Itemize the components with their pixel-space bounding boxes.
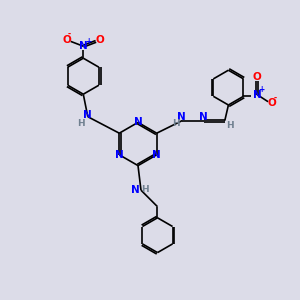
Text: N: N xyxy=(200,112,208,122)
Text: +: + xyxy=(85,37,92,46)
Text: N: N xyxy=(177,112,186,122)
Text: H: H xyxy=(226,122,234,130)
Text: N: N xyxy=(83,110,92,121)
Text: H: H xyxy=(141,185,148,194)
Text: O: O xyxy=(268,98,276,109)
Text: O: O xyxy=(253,72,261,82)
Text: N: N xyxy=(115,150,124,160)
Text: -: - xyxy=(273,94,277,103)
Text: N: N xyxy=(79,41,88,51)
Text: N: N xyxy=(253,89,261,100)
Text: +: + xyxy=(258,85,265,94)
Text: H: H xyxy=(77,119,85,128)
Text: H: H xyxy=(172,119,180,128)
Text: O: O xyxy=(62,35,71,45)
Text: -: - xyxy=(67,30,70,39)
Text: N: N xyxy=(130,184,140,195)
Text: N: N xyxy=(152,150,161,160)
Text: N: N xyxy=(134,117,142,128)
Text: O: O xyxy=(96,35,104,45)
